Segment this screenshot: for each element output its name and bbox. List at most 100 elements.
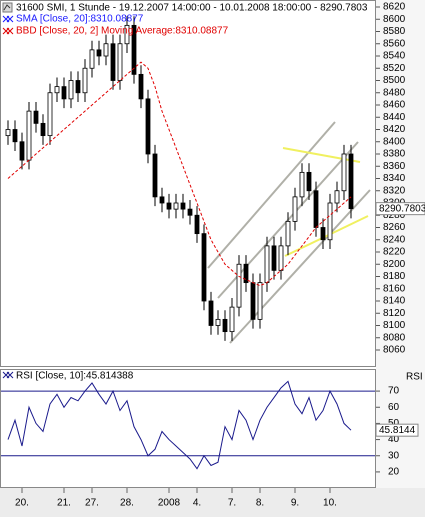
candle-body bbox=[103, 43, 109, 57]
candle-body bbox=[110, 43, 116, 81]
axis-strip bbox=[376, 0, 425, 488]
y-tick-label: 8500 bbox=[383, 75, 406, 86]
moving-average bbox=[7, 61, 352, 287]
y-tick-label: 70 bbox=[388, 386, 400, 397]
y-tick-label: 8460 bbox=[383, 100, 406, 111]
x-tick-label: 27. bbox=[85, 498, 99, 509]
legend-label: SMA [Close, 20]:8310.08877 bbox=[16, 14, 144, 25]
last-rsi-label: 45.8144 bbox=[379, 425, 416, 436]
candle-body bbox=[19, 141, 25, 161]
header-icon bbox=[2, 2, 13, 13]
y-tick-label: 8440 bbox=[383, 112, 406, 123]
candle-body bbox=[236, 263, 242, 308]
y-tick-label: 8420 bbox=[383, 124, 406, 135]
candle-body bbox=[215, 318, 221, 326]
x-tick-label: 4. bbox=[193, 498, 201, 509]
y-tick-label: 8520 bbox=[383, 63, 406, 74]
candle-body bbox=[89, 49, 95, 69]
chart-title: 31600 SMI, 1 Stunde - 19.12.2007 14:00:0… bbox=[16, 3, 368, 14]
candle-body bbox=[201, 233, 207, 302]
candle-body bbox=[117, 43, 123, 81]
candle-body bbox=[33, 110, 39, 124]
candle-body bbox=[348, 153, 354, 210]
y-tick-label: 8200 bbox=[383, 259, 406, 270]
candle-body bbox=[250, 282, 256, 320]
x-tick-label: 20. bbox=[15, 498, 29, 509]
candle-body bbox=[299, 171, 305, 198]
candle-body bbox=[187, 208, 193, 216]
y-tick-label: 8280 bbox=[383, 210, 406, 221]
legend-label: BBD [Close, 20, 2] Moving Average:8310.0… bbox=[16, 26, 229, 37]
x-tick-label: 8. bbox=[256, 498, 264, 509]
candle-body bbox=[96, 49, 102, 57]
y-tick-label: 8400 bbox=[383, 136, 406, 147]
y-tick-label: 8600 bbox=[383, 14, 406, 25]
y-tick-label: 30 bbox=[388, 450, 400, 461]
candle-body bbox=[334, 190, 340, 204]
candle-body bbox=[5, 129, 11, 137]
candle-body bbox=[82, 67, 88, 94]
y-tick-label: 8480 bbox=[383, 87, 406, 98]
y-tick-label: 8140 bbox=[383, 296, 406, 307]
y-tick-label: 8100 bbox=[383, 320, 406, 331]
y-tick-label: 8260 bbox=[383, 222, 406, 233]
candle-body bbox=[243, 263, 249, 284]
candle-body bbox=[257, 282, 263, 320]
candle-body bbox=[292, 196, 298, 222]
candle-body bbox=[327, 202, 333, 241]
candle-body bbox=[145, 98, 151, 155]
candle-body bbox=[341, 153, 347, 192]
x-tick-label: 10. bbox=[323, 498, 337, 509]
y-tick-label: 8240 bbox=[383, 234, 406, 245]
candle-body bbox=[222, 318, 228, 333]
candle-body bbox=[271, 245, 277, 271]
legend-icon bbox=[2, 15, 14, 379]
candle-body bbox=[152, 153, 158, 198]
y-tick-label: 8540 bbox=[383, 51, 406, 62]
y-tick-label: 8580 bbox=[383, 26, 406, 37]
y-tick-label: 8380 bbox=[383, 149, 406, 160]
y-tick-label: 50 bbox=[388, 418, 400, 429]
candle-body bbox=[313, 190, 319, 228]
x-axis-strip bbox=[0, 488, 425, 517]
x-tick-label: 7. bbox=[228, 498, 236, 509]
candle-body bbox=[54, 86, 60, 94]
last-price-box bbox=[375, 202, 425, 216]
candle-body bbox=[320, 227, 326, 241]
candle-body bbox=[278, 245, 284, 271]
candle-body bbox=[159, 196, 165, 204]
candle-body bbox=[229, 306, 235, 333]
candle-body bbox=[61, 86, 67, 100]
y-tick-label: 8080 bbox=[383, 332, 406, 343]
last-rsi-box bbox=[375, 423, 419, 437]
y-tick-label: 8180 bbox=[383, 271, 406, 282]
axis-title: RSI bbox=[406, 372, 423, 383]
candle-body bbox=[180, 202, 186, 210]
x-tick-label: 2008 bbox=[158, 498, 181, 509]
y-tick-label: 8340 bbox=[383, 173, 406, 184]
candle-body bbox=[173, 202, 179, 210]
y-tick-label: 40 bbox=[388, 434, 400, 445]
candle-body bbox=[166, 202, 172, 210]
candle-body bbox=[138, 73, 144, 100]
candle-body bbox=[131, 24, 137, 75]
y-tick-label: 8160 bbox=[383, 283, 406, 294]
candle-body bbox=[306, 171, 312, 192]
candle-body bbox=[285, 220, 291, 247]
x-tick-label: 9. bbox=[291, 498, 299, 509]
candle-body bbox=[75, 80, 81, 94]
y-tick-label: 8120 bbox=[383, 308, 406, 319]
candle-body bbox=[47, 92, 53, 137]
candle-body bbox=[264, 245, 270, 284]
y-tick-label: 60 bbox=[388, 402, 400, 413]
legend-label: RSI [Close, 10]:45.814388 bbox=[16, 371, 134, 382]
y-tick-label: 20 bbox=[388, 467, 400, 478]
price-panel bbox=[0, 0, 376, 367]
candle-body bbox=[12, 129, 18, 143]
x-tick-label: 28. bbox=[120, 498, 134, 509]
y-tick-label: 8360 bbox=[383, 161, 406, 172]
candle-body bbox=[194, 214, 200, 235]
y-tick-label: 8560 bbox=[383, 38, 406, 49]
candle-body bbox=[124, 24, 130, 45]
